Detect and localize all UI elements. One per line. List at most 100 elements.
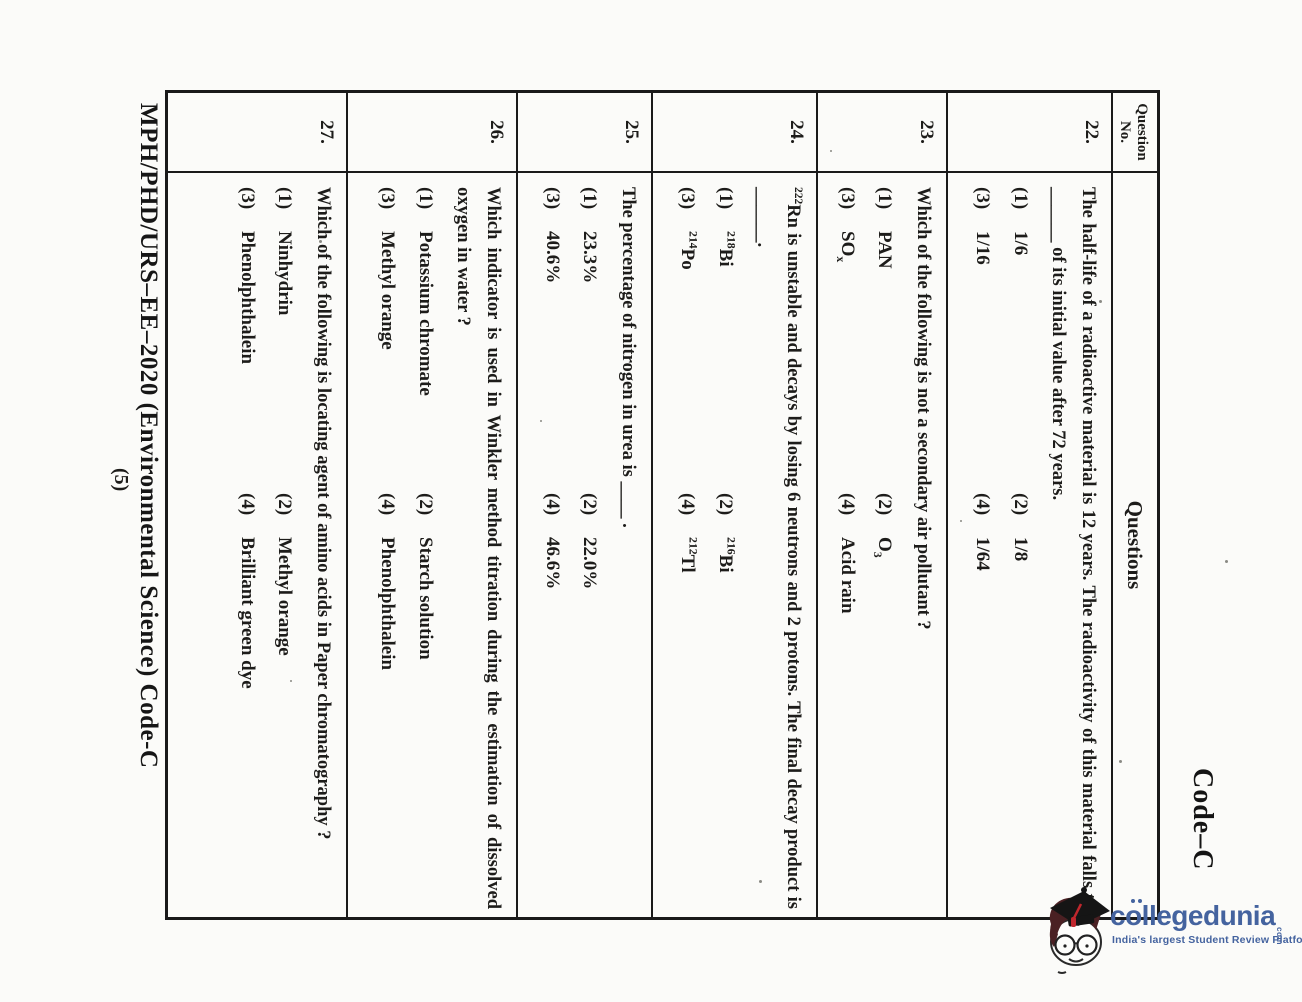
option-label: 40.6%	[541, 231, 563, 284]
options-grid: (1) 218Bi (2) 216Bi (3) 214Po (4) 212Tl	[674, 187, 739, 909]
scan-speck	[830, 150, 832, 152]
brand-tagline: India's largest Student Review Platform	[1112, 934, 1302, 946]
option: (1) 23.3%	[576, 187, 604, 493]
option: (4) Brilliant green dye	[233, 493, 261, 909]
option: (4) 46.6%	[538, 493, 566, 909]
option: (3) Methyl orange	[374, 187, 402, 493]
question-row-24: 24. 222Rn is unstable and decays by losi…	[651, 93, 816, 917]
question-number: 25.	[621, 120, 642, 144]
options-grid: (1) 23.3% (2) 22.0% (3) 40.6% (4) 46.6%	[538, 187, 603, 909]
question-number: 23.	[916, 120, 937, 144]
question-text: Which of the following is locating agent…	[313, 187, 333, 840]
question-number-cell: 22.	[948, 93, 1111, 173]
scan-speck	[1099, 300, 1102, 303]
question-content: Which indicator is used in Winkler metho…	[348, 173, 516, 917]
option-label: 218Bi	[714, 231, 738, 267]
option: (2) O3	[871, 493, 899, 909]
question-content: Which of the following is locating agent…	[168, 173, 346, 917]
question-row-27: 27. Which of the following is locating a…	[168, 93, 346, 917]
scan-speck	[290, 680, 292, 682]
option: (2) 22.0%	[576, 493, 604, 909]
option-label: Brilliant green dye	[236, 537, 258, 689]
option: (1) Potassium chromate	[411, 187, 439, 493]
option-label: 22.0%	[579, 537, 601, 590]
option-label: 214Po	[677, 231, 700, 270]
option-label: Potassium chromate	[414, 231, 436, 396]
option-label: Phenolphthalein	[377, 537, 399, 671]
option: (2) Starch solution	[411, 493, 439, 909]
question-number: 22.	[1081, 120, 1102, 144]
code-label: Code–C	[1187, 768, 1218, 871]
page-number: (5)	[110, 468, 132, 492]
header-question-no-line2: No.	[1117, 120, 1133, 144]
question-number-cell: 25.	[518, 93, 651, 173]
option: (3) 1/16	[969, 187, 997, 493]
option-label: 1/64	[972, 537, 994, 571]
option-label: Ninhydrin	[274, 231, 296, 316]
question-text: The half-life of a radioactive material …	[1048, 187, 1098, 909]
scan-speck	[319, 240, 322, 243]
question-number-cell: 24.	[653, 93, 816, 173]
question-content: Which of the following is not a secondar…	[818, 173, 946, 917]
option-label: O3	[871, 537, 896, 558]
mascot-icon	[1049, 887, 1110, 974]
options-grid: (1) 1/6 (2) 1/8 (3) 1/16 (4) 1/64	[969, 187, 1034, 909]
option: (1) Ninhydrin	[271, 187, 299, 493]
question-content: 222Rn is unstable and decays by losing 6…	[653, 173, 816, 917]
question-text: The percentage of nitrogen in urea is __…	[618, 187, 638, 528]
scan-speck	[759, 880, 762, 883]
scan-speck	[1225, 560, 1228, 563]
umlaut-dots-icon	[1131, 899, 1143, 903]
question-number: 27.	[316, 120, 337, 144]
option: (1) PAN	[871, 187, 899, 493]
header-questions: Questions	[1123, 500, 1148, 590]
collegedunia-logo[interactable]: collegeduniacom India's largest Student …	[1038, 884, 1302, 980]
header-question-no: Question No.	[1113, 93, 1157, 173]
option: (1) 218Bi	[711, 187, 739, 493]
option-label: Methyl orange	[274, 537, 296, 656]
option: (2) Methyl orange	[271, 493, 299, 909]
option: (3) SOx	[833, 187, 861, 493]
question-row-22: 22. The half-life of a radioactive mater…	[946, 93, 1111, 917]
question-row-26: 26. Which indicator is used in Winkler m…	[346, 93, 516, 917]
option-label: 46.6%	[541, 537, 563, 590]
option: (3) Phenolphthalein	[233, 187, 261, 493]
question-number-cell: 26.	[348, 93, 516, 173]
option-label: Phenolphthalein	[236, 231, 258, 365]
brand-name: collegedunia	[1110, 900, 1276, 931]
question-number-cell: 27.	[168, 93, 346, 173]
question-content: The percentage of nitrogen in urea is __…	[518, 173, 651, 917]
option-label: 216Bi	[714, 537, 738, 573]
option: (4) 1/64	[969, 493, 997, 909]
question-table: Question No. Questions 22. The half-life…	[165, 90, 1160, 920]
scan-speck	[540, 420, 542, 422]
option: (2) 1/8	[1006, 493, 1034, 909]
option-label: Acid rain	[836, 537, 858, 614]
question-text: Which indicator is used in Winkler metho…	[453, 187, 503, 909]
option: (4) Phenolphthalein	[374, 493, 402, 909]
options-grid: (1) Ninhydrin (2) Methyl orange (3) Phenolp…	[233, 187, 298, 909]
question-row-23: 23. Which of the following is not a seco…	[816, 93, 946, 917]
option: (3) 40.6%	[538, 187, 566, 493]
option: (2) 216Bi	[711, 493, 739, 909]
table-header-row: Question No. Questions	[1111, 93, 1157, 917]
option-label: 1/6	[1009, 231, 1031, 256]
question-number-cell: 23.	[818, 93, 946, 173]
question-text: 222Rn is unstable and decays by losing 6…	[753, 187, 805, 909]
question-text: Which of the following is not a secondar…	[913, 187, 933, 630]
option: (3) 214Po	[674, 187, 702, 493]
options-grid: (1) Potassium chromate (2) Starch solution…	[374, 187, 439, 909]
option-label: 23.3%	[579, 231, 601, 284]
question-number: 26.	[486, 120, 507, 144]
option: (4) 212Tl	[674, 493, 702, 909]
option: (1) 1/6	[1006, 187, 1034, 493]
option-label: SOx	[834, 231, 858, 263]
option-label: Starch solution	[414, 537, 436, 660]
scan-speck	[1119, 760, 1122, 763]
question-content: The half-life of a radioactive material …	[948, 173, 1111, 917]
option: (4) Acid rain	[833, 493, 861, 909]
question-number: 24.	[786, 120, 807, 144]
option-label: PAN	[874, 231, 896, 269]
